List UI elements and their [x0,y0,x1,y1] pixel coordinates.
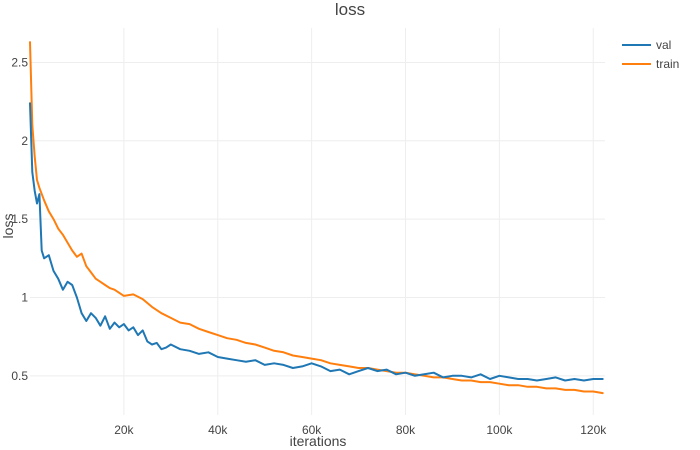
x-tick-label: 40k [208,423,228,437]
y-tick-label: 0.5 [11,369,28,383]
legend-item-train: train [622,57,679,71]
y-tick-label: 1.5 [11,212,28,226]
legend-label: train [656,57,679,71]
grid-lines [30,28,605,415]
x-tick-label: 60k [302,423,322,437]
y-tick-label: 2.5 [11,55,28,69]
series-line-train [29,41,604,395]
x-tick-label: 120k [580,423,607,437]
x-tick-label: 100k [486,423,513,437]
y-tick-label: 1 [21,290,28,304]
series-line-val [29,102,604,382]
x-tick-label: 20k [114,423,134,437]
plot-lines [29,41,604,395]
y-tick-label: 2 [21,134,28,148]
legend-item-val: val [622,38,671,52]
y-axis-ticks: 0.5 1 1.5 2 2.5 [11,55,28,382]
x-axis-title: iterations [290,433,347,449]
legend: val train [622,38,679,71]
chart-title: loss [335,0,365,19]
legend-label: val [656,38,671,52]
x-axis-ticks: 20k 40k 60k 80k 100k 120k [114,423,607,437]
x-tick-label: 80k [396,423,416,437]
y-axis-title: loss [0,214,16,239]
